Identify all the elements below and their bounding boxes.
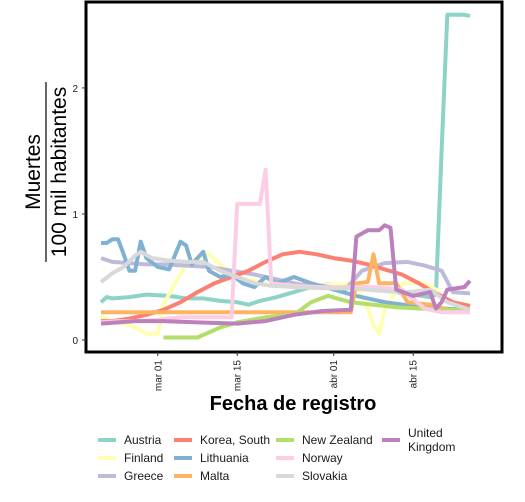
legend-label: Korea, South (200, 433, 271, 447)
series-line-greece (100, 256, 471, 296)
legend-label: Norway (302, 451, 343, 465)
legend: Austria Korea, South New Zealand United Kin… (98, 426, 482, 483)
legend-item: Slovakia (276, 469, 382, 483)
legend-item: Finland (98, 451, 174, 465)
y-tick-label: 1 (72, 210, 78, 221)
legend-item: Malta (174, 469, 276, 483)
legend-empty-cell (382, 469, 482, 483)
y-label-numerator: Muertes (22, 134, 45, 210)
plot-frame (84, 0, 504, 354)
legend-label: Lithuania (200, 451, 249, 465)
y-tick-label: 2 (72, 84, 78, 95)
legend-swatch (174, 474, 192, 478)
legend-label: Greece (124, 469, 164, 483)
legend-swatch (174, 438, 192, 442)
legend-item: Korea, South (174, 433, 276, 447)
legend-item: Austria (98, 433, 174, 447)
plot-lines (99, 12, 472, 340)
y-axis-label: Muertes 100 mil habitantes (22, 82, 71, 262)
legend-item: Norway (276, 451, 382, 465)
legend-label: Finland (124, 451, 164, 465)
legend-item: Greece (98, 469, 174, 483)
legend-swatch (382, 438, 400, 442)
y-axis: 0 1 2 (72, 84, 86, 347)
y-label-denominator: 100 mil habitantes (48, 87, 71, 257)
legend-item: United Kingdom (382, 426, 482, 454)
series-line-malta (101, 252, 470, 315)
series-line-austria (99, 12, 471, 307)
legend-swatch (98, 438, 116, 442)
x-axis: mar 01 mar 15 abr 01 abr 15 (153, 352, 420, 392)
x-tick-label: abr 15 (409, 360, 420, 389)
legend-swatch (276, 438, 294, 442)
x-tick-label: abr 01 (329, 360, 340, 389)
x-axis-label: Fecha de registro (210, 393, 377, 415)
legend-label: Slovakia (302, 469, 348, 483)
legend-swatch (98, 474, 116, 478)
legend-label: New Zealand (302, 433, 373, 447)
legend-label: Malta (200, 469, 230, 483)
legend-item: Lithuania (174, 451, 276, 465)
x-tick-label: mar 01 (153, 360, 164, 392)
series-line-new-zealand (163, 293, 470, 340)
y-tick-label: 0 (72, 336, 78, 347)
legend-label: United Kingdom (408, 426, 456, 454)
legend-label: Austria (124, 433, 162, 447)
x-tick-label: mar 15 (233, 360, 244, 392)
legend-item: New Zealand (276, 433, 382, 447)
legend-swatch (98, 456, 116, 460)
legend-swatch (276, 456, 294, 460)
legend-empty-cell (382, 451, 482, 465)
series-line-norway (100, 167, 470, 325)
legend-swatch (174, 456, 192, 460)
legend-swatch (276, 474, 294, 478)
series-line-united-kingdom (100, 223, 472, 326)
